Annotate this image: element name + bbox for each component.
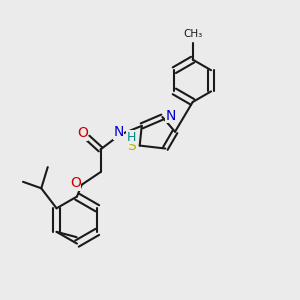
Text: H: H bbox=[127, 130, 136, 143]
Text: CH₃: CH₃ bbox=[183, 29, 202, 39]
Text: S: S bbox=[127, 139, 136, 153]
Text: N: N bbox=[165, 109, 176, 122]
Text: O: O bbox=[77, 126, 88, 140]
Text: O: O bbox=[70, 176, 81, 190]
Text: N: N bbox=[113, 125, 124, 139]
